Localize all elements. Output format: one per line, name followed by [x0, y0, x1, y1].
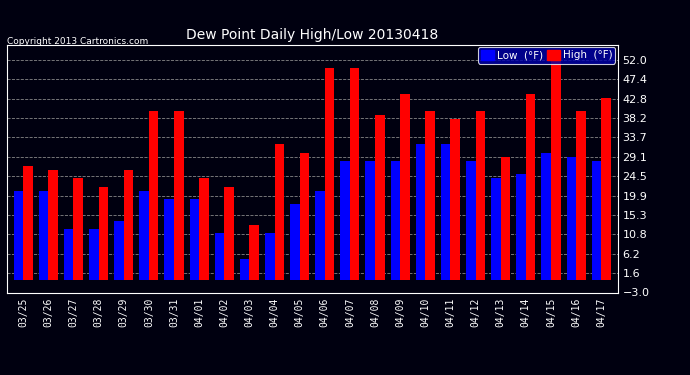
- Bar: [290, 204, 299, 280]
- Bar: [14, 191, 23, 280]
- Bar: [23, 166, 33, 280]
- Bar: [164, 200, 174, 280]
- Bar: [174, 111, 184, 280]
- Bar: [249, 225, 259, 280]
- Bar: [325, 68, 335, 280]
- Bar: [601, 98, 611, 280]
- Bar: [491, 178, 501, 280]
- Bar: [451, 119, 460, 280]
- Bar: [391, 161, 400, 280]
- Bar: [526, 94, 535, 280]
- Bar: [400, 94, 410, 280]
- Bar: [441, 144, 451, 280]
- Bar: [350, 68, 359, 280]
- Bar: [265, 233, 275, 280]
- Bar: [542, 153, 551, 280]
- Bar: [74, 178, 83, 280]
- Bar: [39, 191, 48, 280]
- Bar: [224, 187, 234, 280]
- Bar: [416, 144, 425, 280]
- Text: Copyright 2013 Cartronics.com: Copyright 2013 Cartronics.com: [7, 38, 148, 46]
- Bar: [139, 191, 149, 280]
- Bar: [516, 174, 526, 280]
- Bar: [466, 161, 475, 280]
- Title: Dew Point Daily High/Low 20130418: Dew Point Daily High/Low 20130418: [186, 28, 438, 42]
- Bar: [48, 170, 58, 280]
- Bar: [115, 220, 124, 280]
- Bar: [99, 187, 108, 280]
- Bar: [591, 161, 601, 280]
- Bar: [215, 233, 224, 280]
- Bar: [475, 111, 485, 280]
- Bar: [366, 161, 375, 280]
- Bar: [576, 111, 586, 280]
- Bar: [124, 170, 133, 280]
- Bar: [425, 111, 435, 280]
- Bar: [149, 111, 159, 280]
- Bar: [199, 178, 208, 280]
- Bar: [566, 157, 576, 280]
- Bar: [299, 153, 309, 280]
- Bar: [551, 60, 560, 280]
- Bar: [240, 259, 249, 280]
- Bar: [340, 161, 350, 280]
- Legend: Low  (°F), High  (°F): Low (°F), High (°F): [478, 47, 615, 63]
- Bar: [89, 229, 99, 280]
- Bar: [375, 115, 384, 280]
- Bar: [190, 200, 199, 280]
- Bar: [501, 157, 510, 280]
- Bar: [315, 191, 325, 280]
- Bar: [275, 144, 284, 280]
- Bar: [64, 229, 74, 280]
